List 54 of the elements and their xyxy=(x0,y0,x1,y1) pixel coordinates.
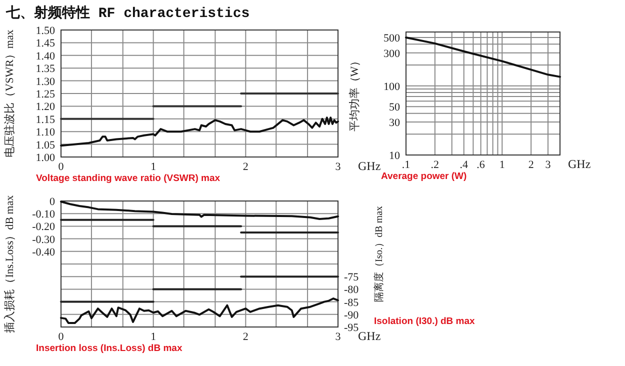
x-tick-label: 3 xyxy=(545,159,552,171)
x-axis-title: GHz xyxy=(358,329,381,343)
y2-tick-label: -85 xyxy=(344,296,360,309)
y2-tick-label: -75 xyxy=(344,272,360,284)
y2-tick-label: -90 xyxy=(344,309,360,322)
y-tick-label: 1.40 xyxy=(36,50,56,62)
text: Average power (W) xyxy=(381,171,467,182)
y-tick-label: 1.45 xyxy=(36,38,56,50)
x-tick-label: .6 xyxy=(476,159,486,171)
y-tick-label: 1.15 xyxy=(36,114,56,126)
chart-title: 七、射频特性 RF characteristics xyxy=(5,5,250,22)
x-tick-label: 1 xyxy=(150,161,156,173)
y2-tick-label: -80 xyxy=(344,284,360,296)
x-tick-label: 2 xyxy=(242,161,248,173)
y-tick-label: 10 xyxy=(389,150,400,162)
x-tick-label: 1 xyxy=(150,331,156,343)
y-tick-label: 50 xyxy=(389,102,400,114)
y-tick-label: 1.10 xyxy=(36,126,56,139)
y-tick-label: 1.30 xyxy=(36,76,56,88)
y-tick-label: -0.20 xyxy=(32,221,56,234)
y-axis-title: 插入损耗（Ins.Loss）dB max xyxy=(3,194,16,333)
x-tick-label: 3 xyxy=(335,331,342,343)
y-axis-title: 平均功率（W） xyxy=(348,55,361,132)
x-tick-label: 0 xyxy=(58,161,64,173)
y-tick-label: 1.00 xyxy=(36,152,56,164)
y-tick-label: 0 xyxy=(50,196,56,208)
x-tick-label: 1 xyxy=(499,159,505,171)
text: Isolation (I30.) dB max xyxy=(374,316,476,327)
y-tick-label: 30 xyxy=(389,116,400,129)
y2-tick-label: -95 xyxy=(344,322,360,334)
y-tick-label: 500 xyxy=(384,32,400,44)
y-tick-label: 1.50 xyxy=(36,25,56,37)
y-tick-label: 1.25 xyxy=(36,88,56,100)
y-tick-label: -0.30 xyxy=(32,234,56,246)
x-tick-label: 0 xyxy=(58,331,64,343)
y-tick-label: 1.05 xyxy=(36,139,56,152)
y-tick-label: -0.10 xyxy=(32,208,56,221)
x-axis-title: GHz xyxy=(358,159,381,173)
x-axis-title: GHz xyxy=(568,157,591,171)
x-tick-label: 2 xyxy=(528,159,534,171)
text: Voltage standing wave ratio (VSWR) max xyxy=(36,173,221,184)
y-tick-label: 100 xyxy=(384,80,400,93)
x-tick-label: 2 xyxy=(242,331,248,343)
y-axis-title: 电压驻波比（VSWR）max xyxy=(3,29,16,158)
x-tick-label: .4 xyxy=(460,159,468,171)
y2-axis-title: 隔离度（Iso.）dB max xyxy=(373,206,385,302)
x-tick-label: 3 xyxy=(335,161,342,173)
x-tick-label: .1 xyxy=(402,159,410,171)
x-tick-label: .2 xyxy=(430,159,440,171)
y-tick-label: 1.20 xyxy=(36,101,56,114)
text: Insertion loss (Ins.Loss) dB max xyxy=(36,343,183,354)
y-tick-label: -0.40 xyxy=(32,246,56,258)
y-tick-label: 1.35 xyxy=(36,63,56,76)
y-tick-label: 300 xyxy=(384,48,400,60)
